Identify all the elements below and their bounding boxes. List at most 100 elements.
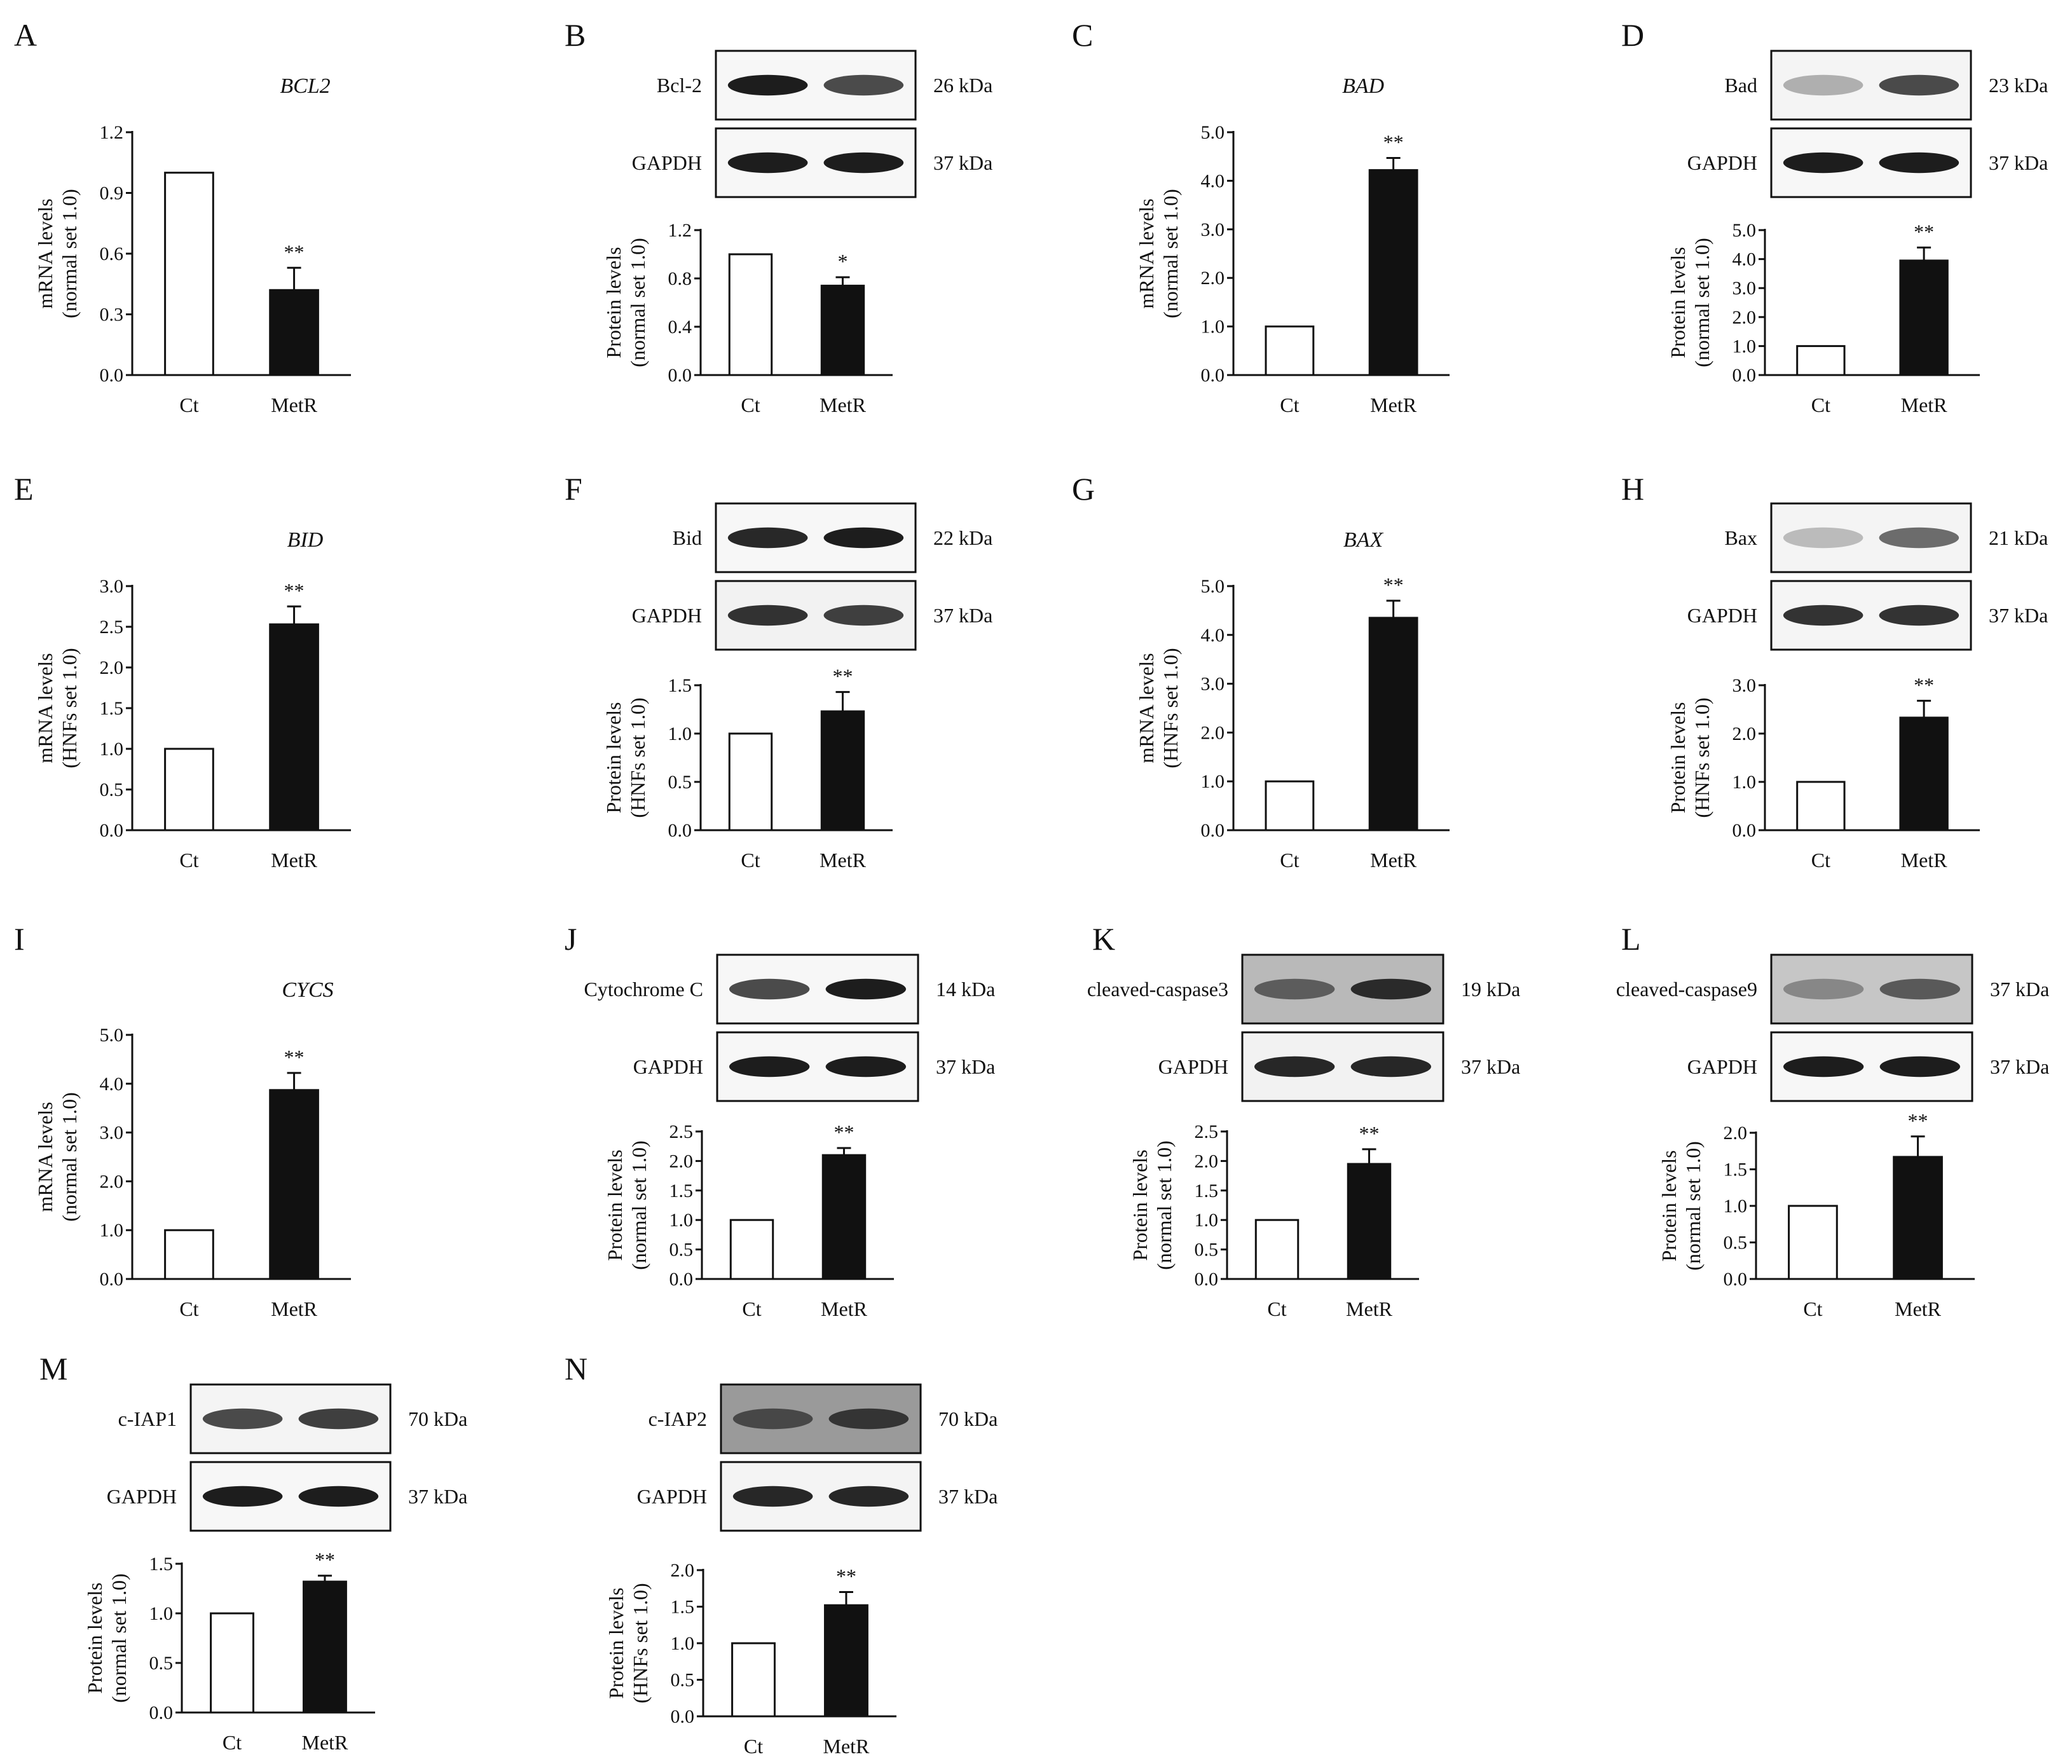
y-tick-label: 3.0 — [100, 576, 124, 597]
blot-strip: Bad 23 kDa — [1724, 50, 2048, 121]
bar-metr — [1899, 716, 1949, 831]
y-tick-label: 0.6 — [100, 243, 124, 264]
axes: 0.0 0.5 1.0 1.5 2.0 2.5 Protein levels (normal … — [603, 1121, 894, 1290]
significance-mark: ** — [834, 1121, 854, 1144]
blot-band — [828, 1408, 909, 1430]
y-tick-label: 2.0 — [100, 657, 124, 678]
y-tick-label: 1.0 — [1201, 317, 1225, 338]
panel-n: Nc-IAP2 70 kDa GAPDH 37 kDa 0.0 0.5 1.0 1.5 2.0 P… — [565, 1351, 998, 1758]
panel-g: G BAX 0.0 1.0 2.0 3.0 4.0 5.0 mRNA levels (HNFs s… — [1072, 471, 1450, 872]
blot-band — [729, 978, 810, 1000]
bars: Ct ** MetR — [1265, 130, 1418, 416]
blot-strip: GAPDH 37 kDa — [107, 1461, 467, 1532]
blot-strip: c-IAP2 70 kDa — [648, 1383, 998, 1454]
y-tick-label: 3.0 — [1201, 674, 1225, 695]
blot-kda-label: 37 kDa — [1990, 1055, 2049, 1078]
x-category-label: MetR — [1901, 849, 1948, 872]
y-axis-label: (HNFs set 1.0) — [1159, 648, 1182, 768]
y-tick-label: 1.5 — [149, 1554, 174, 1575]
y-axis-label: (HNFs set 1.0) — [626, 697, 649, 817]
bar-metr — [269, 1089, 319, 1280]
y-tick-label: 5.0 — [100, 1025, 124, 1046]
panel-label: B — [565, 17, 586, 53]
y-tick-label: 0.3 — [100, 304, 124, 325]
blot-protein-label: GAPDH — [633, 1055, 703, 1078]
x-category-label: MetR — [302, 1731, 349, 1754]
blot-kda-label: 37 kDa — [1990, 978, 2049, 1001]
blot-band — [1879, 527, 1959, 549]
panel-a: A BCL2 0.0 0.3 0.6 0.9 1.2 mRNA levels (normal s… — [14, 17, 351, 416]
bar-ct — [728, 253, 773, 376]
significance-mark: ** — [315, 1549, 335, 1571]
y-tick-label: 0.0 — [669, 1269, 694, 1290]
x-category-label: MetR — [821, 1297, 868, 1320]
blot-band — [1879, 74, 1959, 96]
bar-metr — [1899, 259, 1949, 376]
significance-mark: ** — [284, 240, 305, 263]
panel-label: K — [1092, 921, 1115, 957]
blot-protein-label: Bad — [1724, 74, 1757, 97]
y-tick-label: 1.5 — [668, 675, 692, 696]
significance-mark: ** — [836, 1565, 856, 1588]
blot-strip: Cytochrome C 14 kDa — [584, 954, 995, 1025]
panel-c: C BAD 0.0 1.0 2.0 3.0 4.0 5.0 mRNA levels (normal… — [1072, 17, 1450, 416]
y-tick-label: 5.0 — [1201, 576, 1225, 597]
y-tick-label: 2.0 — [1732, 723, 1757, 744]
blot-protein-label: GAPDH — [1687, 604, 1757, 627]
x-category-label: Ct — [741, 393, 760, 416]
axes: 0.0 1.0 2.0 3.0 4.0 5.0 mRNA levels (normal set… — [34, 1025, 351, 1290]
blot-strip: GAPDH 37 kDa — [632, 580, 992, 651]
panel-label: E — [14, 471, 34, 507]
panel-label: A — [14, 17, 37, 53]
y-tick-label: 0.0 — [671, 1706, 695, 1727]
significance-mark: ** — [1383, 130, 1404, 153]
panel-label: F — [565, 471, 582, 507]
y-axis-label: mRNA levels — [1135, 198, 1158, 308]
blot-band — [1254, 978, 1335, 1000]
blot-protein-label: cleaved-caspase9 — [1616, 978, 1757, 1001]
bar-metr — [269, 623, 319, 831]
blot-kda-label: 37 kDa — [938, 1485, 998, 1508]
x-category-label: Ct — [1811, 849, 1830, 872]
bar-ct — [729, 1219, 774, 1280]
blot-protein-label: GAPDH — [1687, 151, 1757, 174]
y-axis-label-group: Protein levels (normal set 1.0) — [1666, 238, 1713, 367]
y-tick-label: 0.8 — [668, 268, 692, 289]
significance-mark: ** — [1359, 1122, 1379, 1145]
y-axis-label-group: mRNA levels (HNFs set 1.0) — [1135, 648, 1182, 768]
blot-strip: GAPDH 37 kDa — [1687, 1031, 2049, 1102]
x-category-label: Ct — [744, 1735, 763, 1758]
blot-band — [1350, 1056, 1432, 1077]
blot-band — [732, 1408, 813, 1430]
y-tick-label: 0.0 — [100, 365, 124, 386]
y-tick-label: 0.0 — [668, 820, 692, 841]
y-axis-label: (normal set 1.0) — [58, 189, 81, 318]
x-category-label: MetR — [820, 849, 867, 872]
gene-name: BCL2 — [280, 74, 330, 98]
significance-mark: * — [837, 250, 847, 273]
blot-band — [1783, 978, 1864, 1000]
axes: 0.0 1.0 2.0 3.0 Protein levels (HNFs set 1.0) — [1666, 675, 1980, 841]
bars: Ct ** MetR — [1254, 1122, 1393, 1320]
x-category-label: MetR — [271, 1297, 318, 1320]
x-category-label: MetR — [1370, 849, 1417, 872]
y-axis-label: (normal set 1.0) — [1153, 1140, 1176, 1270]
blot-kda-label: 70 kDa — [938, 1407, 998, 1430]
blot-strip: GAPDH 37 kDa — [1158, 1031, 1520, 1102]
y-tick-label: 1.0 — [1724, 1196, 1748, 1217]
y-tick-label: 5.0 — [1732, 220, 1757, 241]
x-category-label: Ct — [741, 849, 760, 872]
y-axis-label: (normal set 1.0) — [107, 1573, 130, 1703]
bar-metr — [269, 289, 319, 376]
y-tick-label: 2.0 — [1201, 268, 1225, 289]
panel-d: D Bad 23 kDa GAPDH 37 kDa 0.0 1.0 2.0 3.0 4.0 5.0 P… — [1621, 17, 2048, 416]
y-axis-label: (normal set 1.0) — [1682, 1141, 1705, 1271]
y-tick-label: 0.5 — [100, 779, 124, 800]
y-tick-label: 1.0 — [671, 1633, 695, 1654]
y-tick-label: 0.5 — [1195, 1240, 1219, 1261]
x-category-label: Ct — [1803, 1297, 1822, 1320]
blot-strip: GAPDH 37 kDa — [1687, 127, 2048, 198]
bars: Ct ** MetR — [731, 1565, 870, 1758]
y-tick-label: 0.5 — [669, 1240, 694, 1261]
